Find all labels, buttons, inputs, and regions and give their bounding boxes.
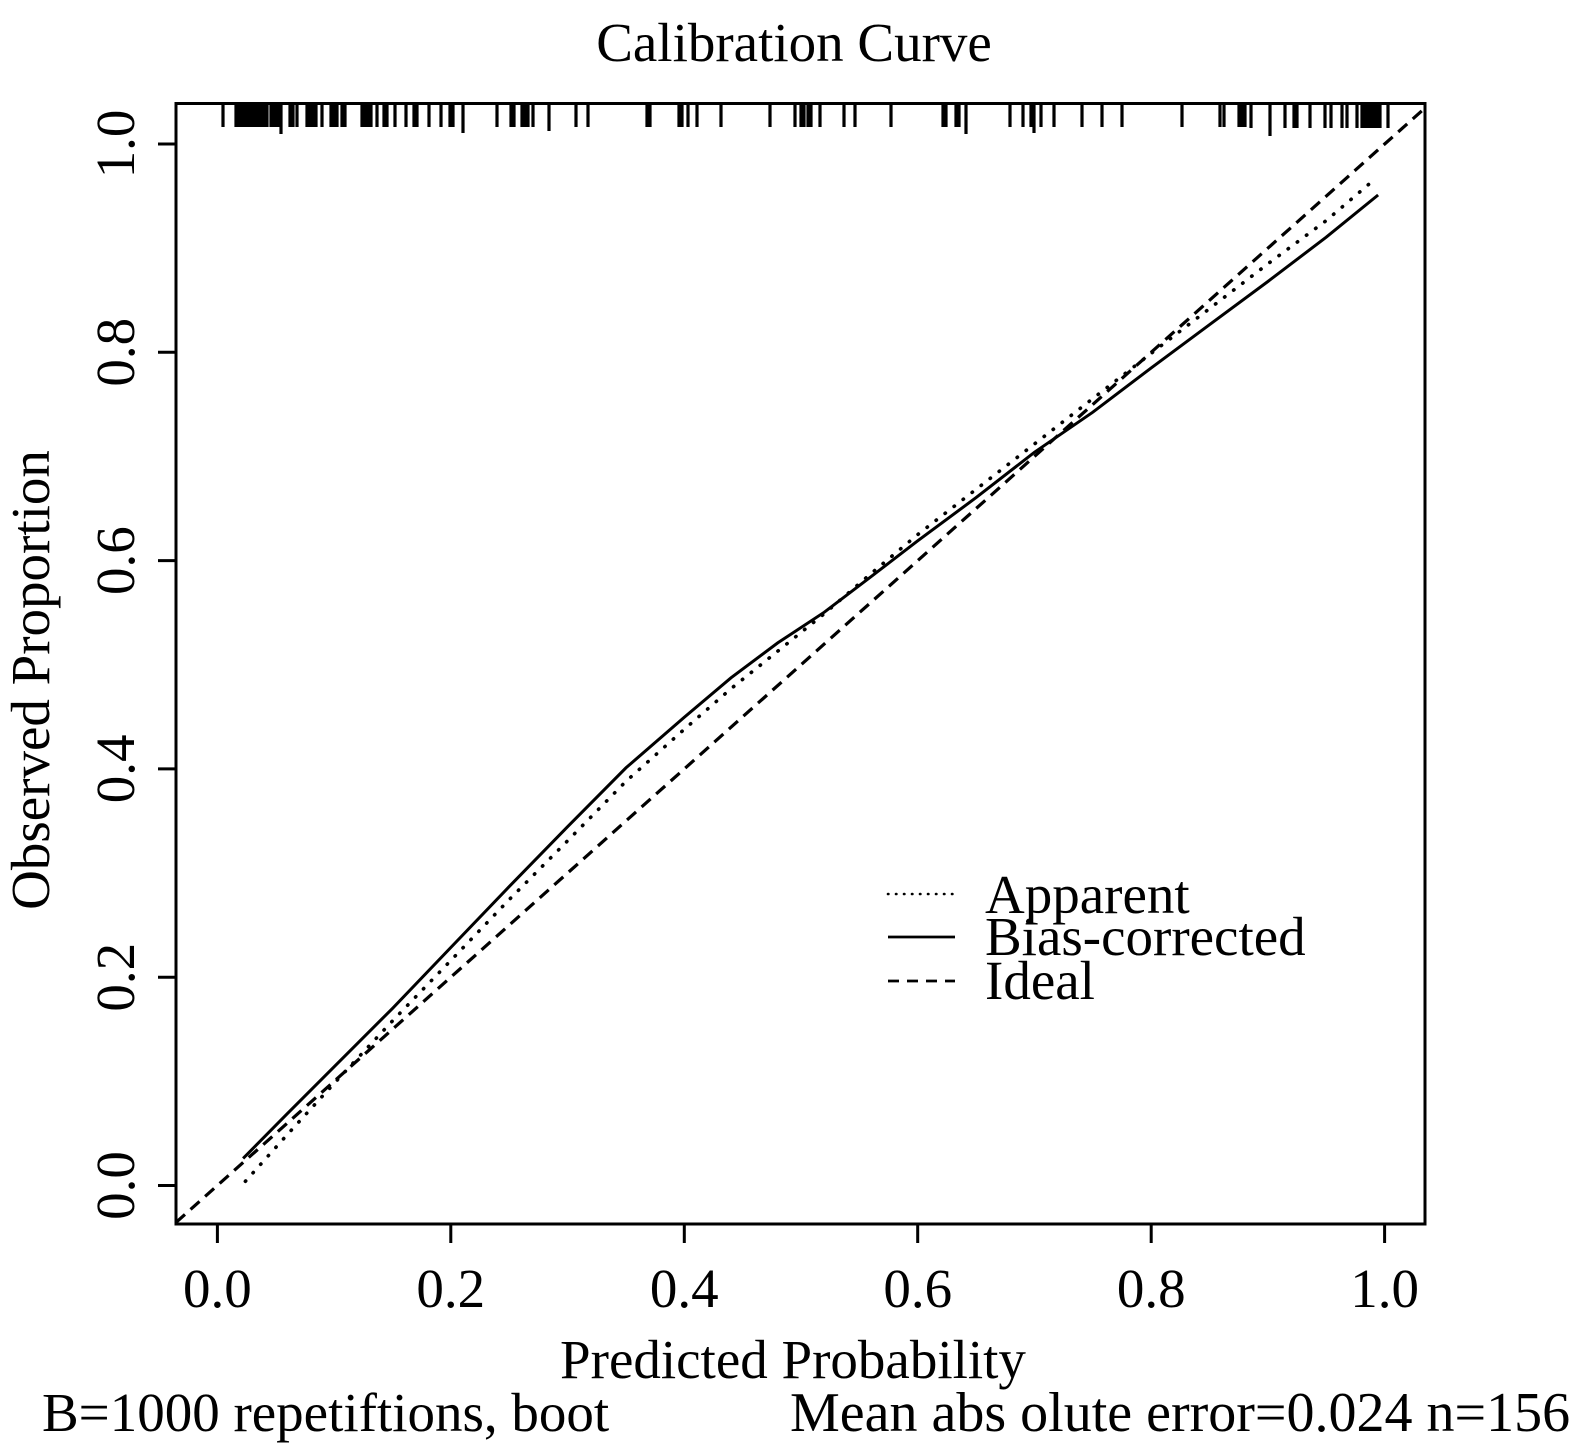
svg-text:Calibration Curve: Calibration Curve — [596, 12, 992, 73]
svg-text:1.0: 1.0 — [85, 110, 146, 179]
svg-text:0.8: 0.8 — [85, 318, 146, 387]
svg-text:Bias-corrected: Bias-corrected — [985, 906, 1306, 967]
svg-text:0.0: 0.0 — [183, 1258, 252, 1319]
svg-text:B=1000 repetiftions, boot: B=1000 repetiftions, boot — [42, 1382, 609, 1443]
svg-text:0.8: 0.8 — [1117, 1258, 1186, 1319]
svg-text:Mean abs olute error=0.024 n=1: Mean abs olute error=0.024 n=156 — [790, 1382, 1570, 1444]
svg-text:Observed Proportion: Observed Proportion — [0, 450, 61, 910]
svg-text:1.0: 1.0 — [1350, 1258, 1419, 1319]
svg-text:0.6: 0.6 — [883, 1258, 952, 1319]
svg-text:Predicted Probability: Predicted Probability — [560, 1329, 1026, 1390]
svg-text:Apparent: Apparent — [985, 864, 1190, 925]
svg-text:0.2: 0.2 — [85, 943, 146, 1012]
svg-text:0.2: 0.2 — [416, 1258, 485, 1319]
svg-text:0.4: 0.4 — [650, 1258, 719, 1319]
svg-text:0.6: 0.6 — [85, 526, 146, 595]
svg-text:Ideal: Ideal — [985, 950, 1095, 1011]
svg-text:0.0: 0.0 — [85, 1151, 146, 1220]
svg-text:0.4: 0.4 — [85, 735, 146, 804]
